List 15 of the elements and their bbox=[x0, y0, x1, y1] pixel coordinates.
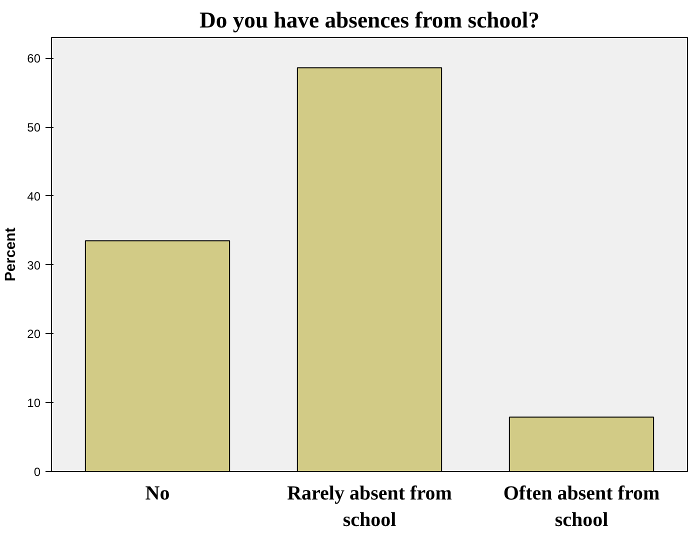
y-tick-label: 60 bbox=[27, 52, 41, 66]
y-tick-label: 40 bbox=[27, 189, 41, 204]
bar bbox=[296, 67, 442, 472]
x-tick-label: Often absent from school bbox=[503, 482, 660, 531]
bar bbox=[84, 240, 230, 472]
y-tick-label: 20 bbox=[27, 327, 41, 342]
x-tick-label: Rarely absent from school bbox=[287, 482, 452, 531]
y-tick-label: 50 bbox=[27, 120, 41, 135]
y-tick-label: 10 bbox=[27, 396, 41, 410]
chart-title: Do you have absences from school? bbox=[199, 8, 540, 32]
y-axis-title: Percent bbox=[3, 228, 20, 282]
x-tick-label: No bbox=[145, 482, 170, 504]
y-tick-label: 0 bbox=[34, 465, 41, 479]
bar bbox=[508, 416, 654, 472]
y-tick-label: 30 bbox=[27, 258, 41, 272]
